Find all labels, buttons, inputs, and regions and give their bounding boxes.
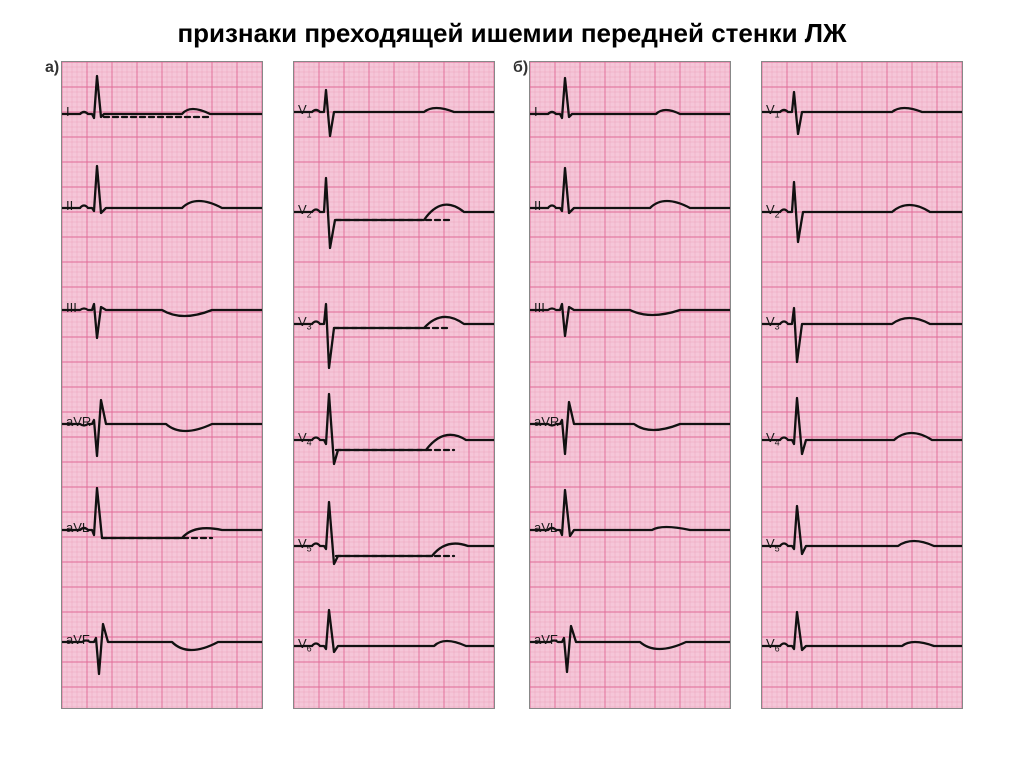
ecg-group: б)IIIIIIaVRaVLaVFV1V2V3V4V5V6 <box>529 61 963 709</box>
ecg-figure: а)IIIIIIaVRaVLaVFV1V2V3V4V5V6б)IIIIIIaVR… <box>0 61 1024 709</box>
ecg-group: а)IIIIIIaVRaVLaVFV1V2V3V4V5V6 <box>61 61 495 709</box>
ecg-strip: IIIIIIaVRaVLaVF <box>61 61 263 709</box>
page-title: признаки преходящей ишемии передней стен… <box>0 0 1024 61</box>
ecg-strip: IIIIIIaVRaVLaVF <box>529 61 731 709</box>
ecg-strip: V1V2V3V4V5V6 <box>761 61 963 709</box>
group-label: а) <box>45 59 59 77</box>
group-label: б) <box>513 59 528 77</box>
ecg-strip: V1V2V3V4V5V6 <box>293 61 495 709</box>
